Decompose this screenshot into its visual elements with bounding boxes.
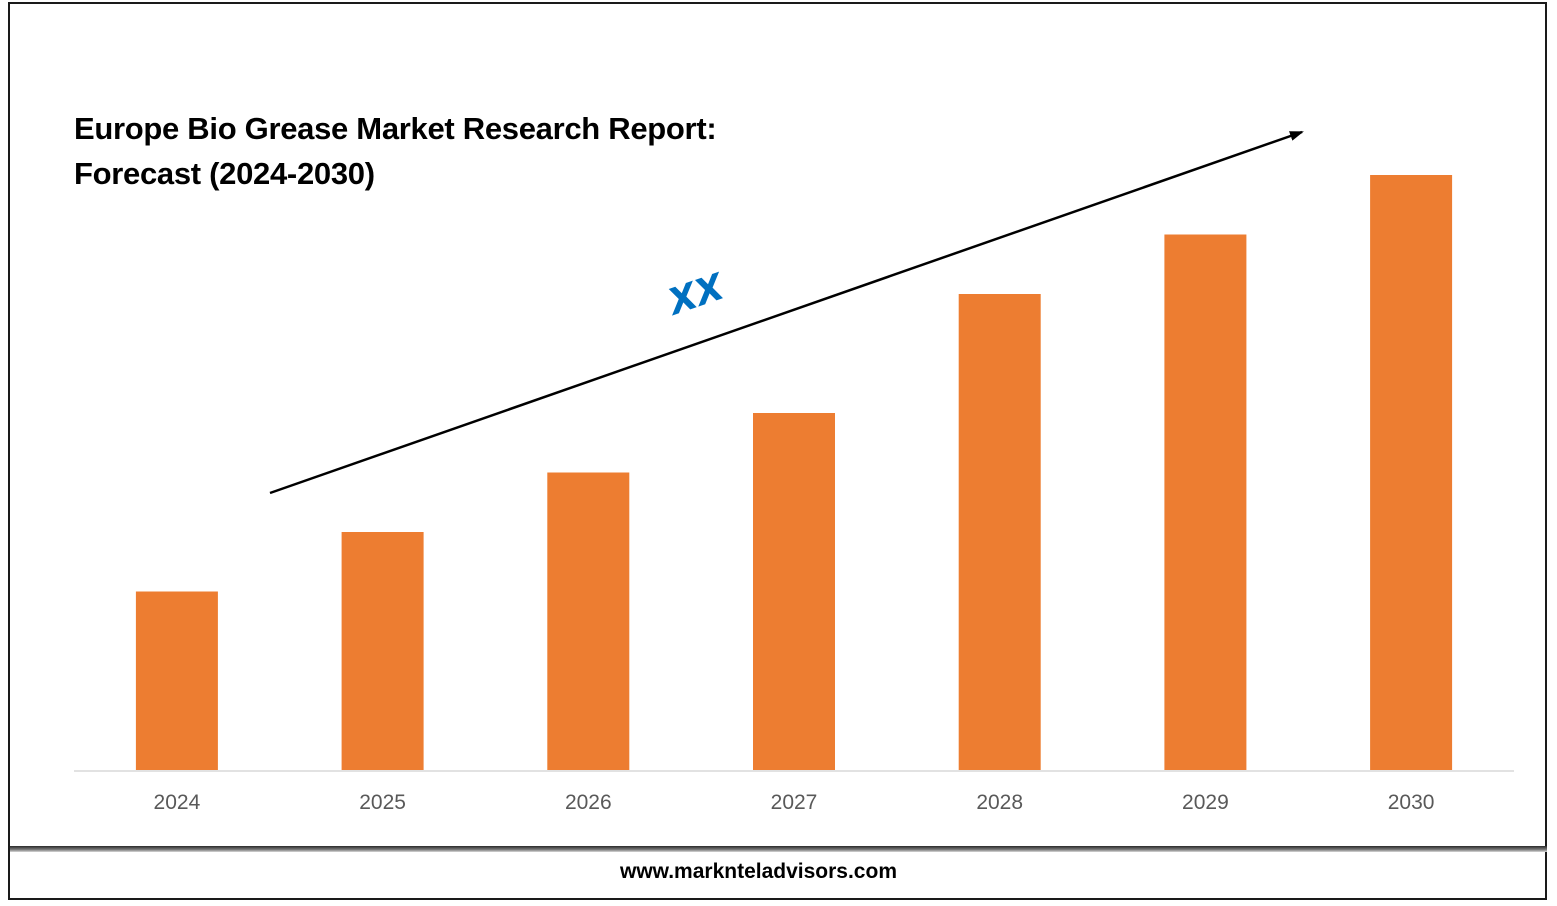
bar-2024 <box>135 591 218 770</box>
chart-title: Europe Bio Grease Market Research Report… <box>74 106 834 196</box>
bar-2028 <box>958 294 1041 770</box>
x-tick-label-2029: 2029 <box>1182 791 1229 814</box>
bar-2030 <box>1370 175 1453 770</box>
x-tick-label-2024: 2024 <box>154 791 201 814</box>
trend-arrow <box>269 130 1304 495</box>
x-axis-tick-labels: 2024 2025 2026 2027 2028 2029 2030 <box>154 791 1435 814</box>
chart-title-line-1: Europe Bio Grease Market Research Report… <box>74 111 717 146</box>
bar-2025 <box>341 532 424 770</box>
x-tick-label-2030: 2030 <box>1388 791 1435 814</box>
bar-2027 <box>753 413 835 770</box>
x-tick-label-2026: 2026 <box>565 791 612 814</box>
footer-website: www.marknteladvisors.com <box>620 860 897 883</box>
x-tick-label-2027: 2027 <box>771 791 818 814</box>
bar-2029 <box>1164 234 1247 770</box>
bar-2026 <box>547 472 630 770</box>
x-tick-label-2025: 2025 <box>359 791 406 814</box>
bars-group <box>135 175 1453 770</box>
chart-title-line-2: Forecast (2024-2030) <box>74 156 375 191</box>
footer-divider <box>10 846 1547 852</box>
trend-arrow-label: XX <box>661 266 731 324</box>
x-tick-label-2028: 2028 <box>976 791 1023 814</box>
